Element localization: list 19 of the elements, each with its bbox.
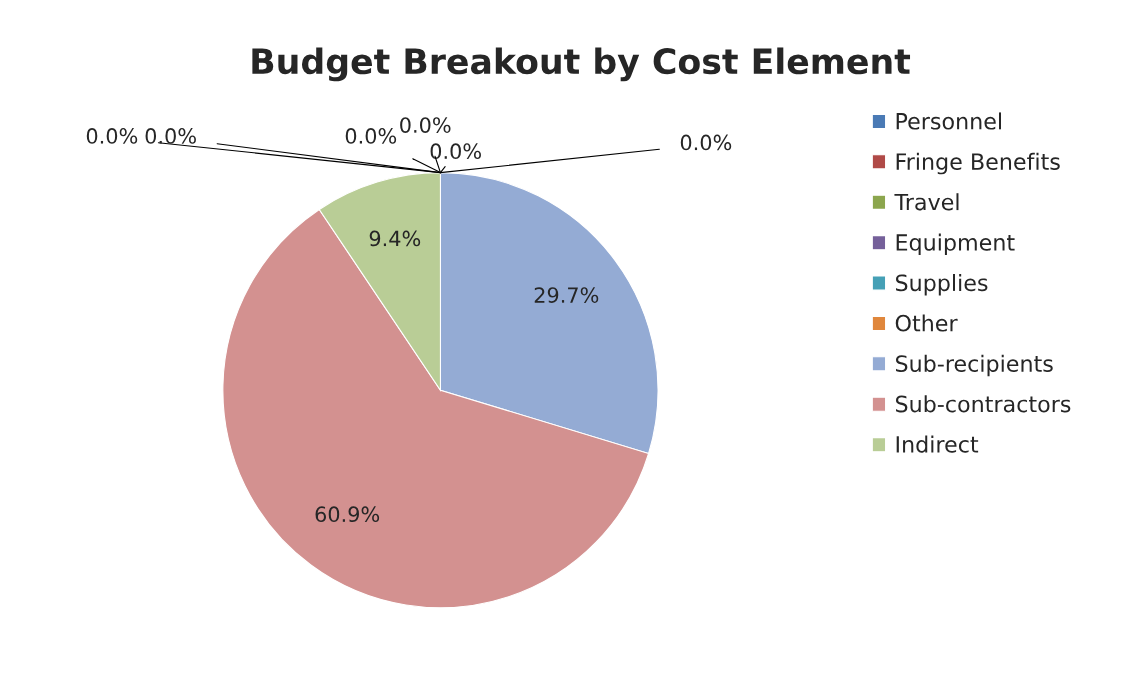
legend-label: Sub-recipients [895, 354, 1053, 377]
legend-label: Fringe Benefits [896, 152, 1060, 175]
text: 0.0% [86, 128, 138, 144]
chart-title: Budget Breakout by Cost Element [252, 47, 911, 82]
legend-label: Indirect [896, 435, 979, 453]
legend-label: Travel [894, 193, 959, 211]
legend-label: Sub-contractors [895, 395, 1071, 413]
legend-label: Equipment [896, 233, 1015, 256]
data-label: 29.7% [534, 287, 599, 303]
text: 0.0% [680, 134, 732, 151]
text: 0.0% [145, 128, 196, 144]
text: 0.0% [345, 128, 397, 144]
data-label: 9.4% [369, 230, 421, 247]
legend-label: Other [895, 314, 958, 332]
data-label: 60.9% [315, 506, 380, 523]
legend-label: Supplies [895, 274, 988, 296]
text: 0.0% [400, 117, 451, 133]
text: 0.0% [430, 143, 481, 160]
legend-label: Personnel [896, 112, 1002, 130]
